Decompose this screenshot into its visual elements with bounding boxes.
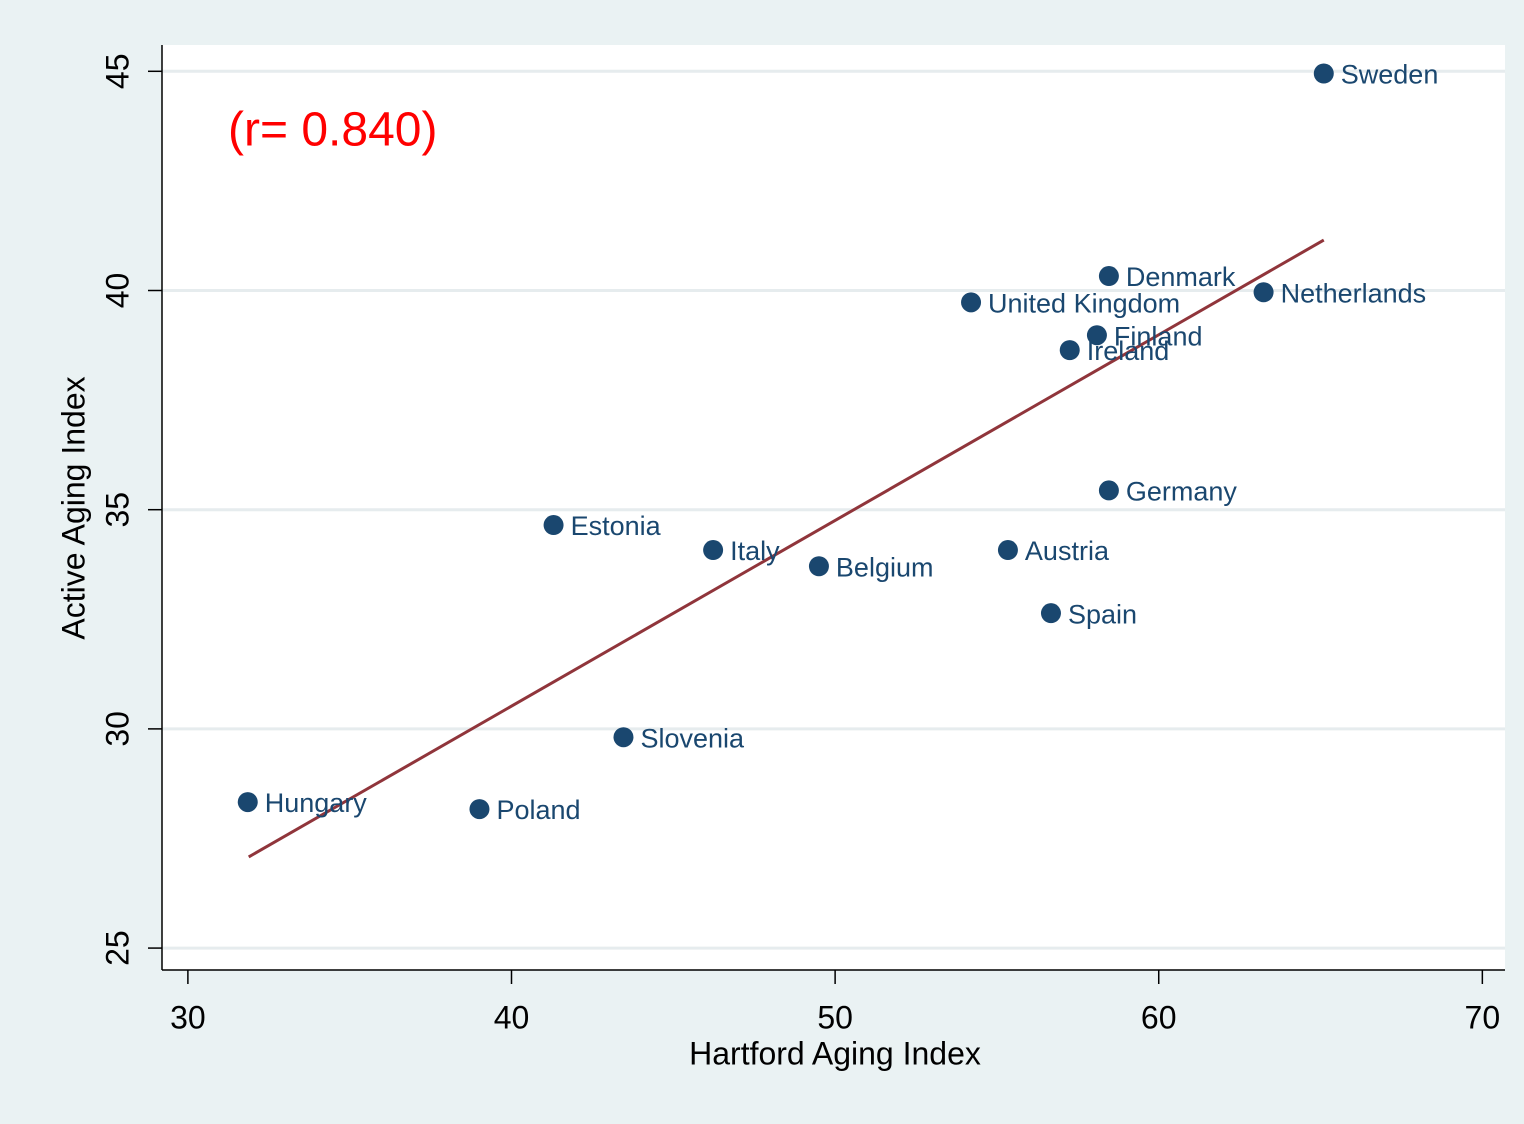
point-label: Poland [496, 795, 580, 825]
point [543, 515, 564, 536]
point [961, 292, 982, 313]
point-label: Ireland [1087, 336, 1170, 366]
point [613, 727, 634, 748]
x-tick-label: 70 [1465, 999, 1501, 1035]
point-label: Slovenia [640, 723, 745, 753]
point [703, 540, 724, 561]
point-label: Netherlands [1281, 278, 1427, 308]
point [1098, 266, 1119, 287]
point [237, 792, 258, 813]
fit-line [247, 238, 1325, 859]
point-label: Finland [1114, 321, 1203, 351]
point-label: Denmark [1126, 262, 1236, 292]
point-label: Austria [1025, 536, 1110, 566]
plot-area [162, 45, 1505, 970]
point-label: Hungary [265, 788, 368, 818]
y-axis-label: Active Aging Index [55, 376, 91, 639]
annotation: (r= 0.840) [228, 104, 437, 157]
point [1040, 603, 1061, 624]
x-tick-label: 30 [170, 999, 206, 1035]
point-label: Spain [1068, 599, 1137, 629]
point-label: Belgium [836, 552, 934, 582]
point-label: United Kingdom [988, 288, 1180, 318]
y-tick-label: 40 [99, 273, 135, 309]
point [469, 799, 490, 820]
point [1098, 480, 1119, 501]
y-tick-label: 35 [99, 492, 135, 528]
point [1086, 325, 1107, 346]
point [1253, 282, 1274, 303]
point-label: Germany [1126, 477, 1238, 507]
x-tick-label: 50 [817, 999, 853, 1035]
y-tick-label: 25 [99, 930, 135, 966]
point-label: Sweden [1341, 60, 1439, 90]
x-tick-label: 40 [494, 999, 530, 1035]
point [808, 556, 829, 577]
point-label: Estonia [571, 511, 662, 541]
x-axis-label: Hartford Aging Index [689, 1035, 981, 1071]
grid [162, 69, 1505, 950]
point-label: Italy [730, 536, 780, 566]
y-tick-label: 45 [99, 54, 135, 90]
point [1059, 340, 1080, 361]
x-tick-label: 60 [1141, 999, 1177, 1035]
y-tick-label: 30 [99, 711, 135, 747]
point [997, 540, 1018, 561]
point [1313, 63, 1334, 84]
